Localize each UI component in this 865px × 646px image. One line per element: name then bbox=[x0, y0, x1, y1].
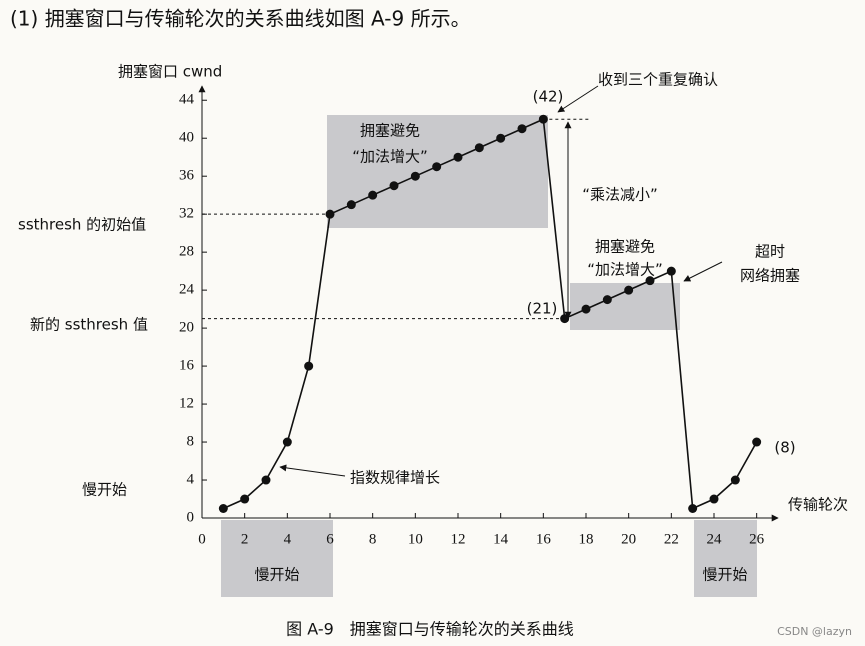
x-tick-label: 0 bbox=[198, 531, 206, 547]
point bbox=[602, 295, 612, 305]
x-tick-label: 2 bbox=[241, 531, 249, 547]
arrow bbox=[279, 464, 346, 477]
point bbox=[261, 475, 271, 485]
y-tick-label: 44 bbox=[179, 92, 195, 108]
point bbox=[709, 494, 719, 504]
annotation: “乘法减小” bbox=[582, 186, 658, 204]
annotation: 网络拥塞 bbox=[740, 267, 800, 285]
y-tick-label: 8 bbox=[187, 433, 195, 449]
page-title: (1) 拥塞窗口与传输轮次的关系曲线如图 A-9 所示。 bbox=[10, 7, 471, 31]
y-tick-label: 32 bbox=[179, 206, 194, 222]
point bbox=[410, 171, 420, 181]
point bbox=[581, 304, 591, 314]
y-tick-label: 16 bbox=[179, 358, 195, 374]
point bbox=[666, 266, 676, 276]
x-tick-label: 8 bbox=[369, 531, 377, 547]
annotation: (8) bbox=[774, 439, 795, 457]
annotation: 新的 ssthresh 值 bbox=[30, 316, 148, 334]
point bbox=[752, 437, 762, 447]
x-tick-label: 6 bbox=[326, 531, 334, 547]
y-tick-label: 12 bbox=[179, 396, 194, 412]
y-axis-label: 拥塞窗口 cwnd bbox=[118, 63, 222, 81]
point bbox=[517, 124, 527, 134]
annotation: 慢开始 bbox=[82, 481, 127, 499]
point bbox=[538, 114, 548, 124]
annotation: 拥塞避免 bbox=[360, 122, 420, 140]
y-tick-label: 40 bbox=[179, 130, 194, 146]
point bbox=[496, 133, 506, 143]
point bbox=[560, 314, 570, 324]
x-tick-label: 20 bbox=[621, 531, 636, 547]
annotation: 超时 bbox=[755, 243, 785, 261]
point bbox=[346, 200, 356, 210]
point bbox=[304, 361, 314, 371]
y-tick-label: 28 bbox=[179, 244, 194, 260]
x-tick-label: 26 bbox=[749, 531, 765, 547]
point bbox=[730, 475, 740, 485]
x-tick-label: 16 bbox=[536, 531, 552, 547]
x-tick-label: 10 bbox=[408, 531, 423, 547]
x-tick-label: 22 bbox=[664, 531, 679, 547]
x-tick-label: 18 bbox=[579, 531, 594, 547]
annotation: 拥塞避免 bbox=[595, 238, 655, 256]
y-tick-label: 20 bbox=[179, 320, 194, 336]
watermark: CSDN @lazyn bbox=[777, 625, 852, 638]
point bbox=[624, 285, 634, 295]
point bbox=[432, 162, 442, 172]
arrow bbox=[557, 85, 599, 113]
shade bbox=[221, 520, 333, 597]
x-tick-label: 24 bbox=[707, 531, 723, 547]
point bbox=[240, 494, 250, 504]
annotation: “加法增大” bbox=[352, 148, 428, 166]
shade bbox=[694, 520, 757, 597]
point bbox=[325, 209, 335, 219]
x-tick-label: 12 bbox=[451, 531, 466, 547]
point bbox=[688, 504, 698, 514]
annotation: “加法增大” bbox=[587, 261, 663, 279]
annotation: 慢开始 bbox=[702, 566, 747, 584]
y-tick-label: 4 bbox=[187, 471, 195, 487]
point bbox=[282, 437, 292, 447]
point bbox=[474, 143, 484, 153]
point bbox=[218, 504, 228, 514]
annotation: 收到三个重复确认 bbox=[598, 71, 718, 89]
point bbox=[645, 276, 655, 286]
annotation: (42) bbox=[533, 88, 564, 106]
caption: 图 A-9 拥塞窗口与传输轮次的关系曲线 bbox=[286, 620, 574, 639]
x-tick-label: 4 bbox=[284, 531, 292, 547]
y-tick-label: 24 bbox=[179, 282, 195, 298]
y-tick-label: 36 bbox=[179, 168, 195, 184]
point bbox=[453, 152, 463, 162]
y-tick-label: 0 bbox=[187, 509, 195, 525]
annotation: (21) bbox=[527, 300, 558, 318]
annotation: 指数规律增长 bbox=[350, 469, 440, 487]
arrow bbox=[683, 261, 723, 282]
point bbox=[389, 181, 399, 191]
x-axis-label: 传输轮次 bbox=[788, 496, 848, 514]
annotation: 慢开始 bbox=[254, 566, 299, 584]
x-tick-label: 14 bbox=[493, 531, 509, 547]
point bbox=[368, 190, 378, 200]
annotation: ssthresh 的初始值 bbox=[18, 216, 146, 234]
